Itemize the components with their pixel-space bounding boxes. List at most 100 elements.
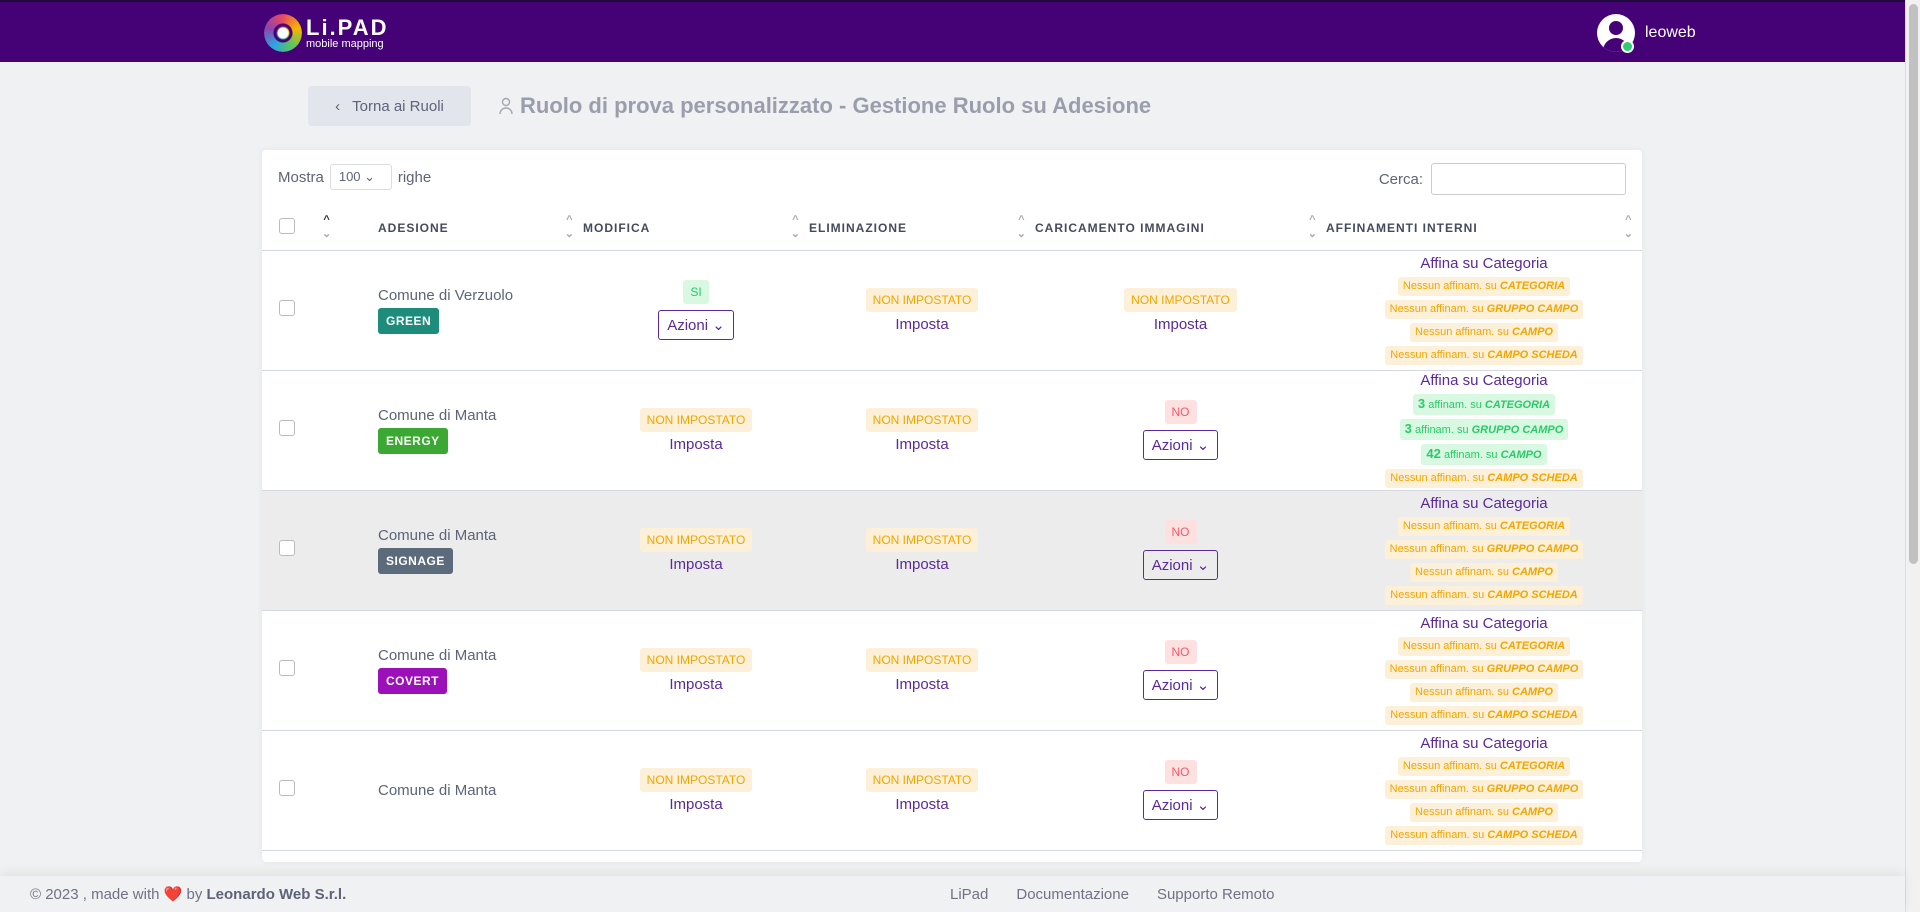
logo-text: Li.PAD <box>306 14 389 40</box>
footer-link-supporto-remoto[interactable]: Supporto Remoto <box>1156 885 1275 903</box>
modifica-content: NON IMPOSTATO Imposta <box>583 767 809 813</box>
page-length-control: Mostra 100 ⌄ righe <box>278 164 431 190</box>
affinamento-count: Nessun <box>1402 640 1441 652</box>
adesione-tag: SIGNAGE <box>378 547 453 574</box>
row-checkbox[interactable] <box>279 300 295 316</box>
row-checkbox[interactable] <box>279 660 295 676</box>
set-link[interactable]: Imposta <box>895 315 949 333</box>
back-to-roles-button[interactable]: ‹ Torna ai Ruoli <box>308 86 471 126</box>
affinamento-text: affinam. su <box>1427 472 1488 484</box>
adesione-cell: Comune di Manta ENERGY <box>378 370 583 491</box>
set-link[interactable]: Imposta <box>669 675 723 693</box>
user-menu[interactable]: leoweb <box>1597 14 1696 52</box>
affinamento-target: GRUPPO CAMPO <box>1486 663 1579 675</box>
footer-link-lipad[interactable]: LiPad <box>950 885 989 903</box>
affinamento-text: affinam. su <box>1440 520 1500 532</box>
affinamento-badge: Nessun affinam. su CAMPO <box>1410 683 1558 702</box>
sort-arrows-icon[interactable]: ^ ⌄ <box>1016 214 1027 240</box>
scrollbar-thumb[interactable] <box>1909 4 1918 564</box>
affina-categoria-link[interactable]: Affina su Categoria <box>1420 255 1548 272</box>
adesione-tag: ENERGY <box>378 427 448 454</box>
affinamento-text: affinam. su <box>1452 686 1513 698</box>
column-header-label: AFFINAMENTI INTERNI <box>1326 220 1478 235</box>
row-select-cell <box>262 370 312 491</box>
affina-categoria-link[interactable]: Affina su Categoria <box>1420 735 1548 752</box>
footer: © 2023 , made with ❤️ by Leonardo Web S.… <box>0 876 1905 912</box>
set-link[interactable]: Imposta <box>895 675 949 693</box>
actions-dropdown[interactable]: Azioni ⌄ <box>1142 550 1219 580</box>
spacer-cell <box>312 610 378 731</box>
select-all-checkbox[interactable] <box>279 218 295 235</box>
affinamento-target: CAMPO SCHEDA <box>1487 829 1578 841</box>
modifica-content: SI Azioni ⌄ <box>583 280 809 340</box>
company-name: Leonardo Web S.r.l. <box>206 886 347 903</box>
adesione-name: Comune di Manta <box>378 406 497 424</box>
affina-categoria-link[interactable]: Affina su Categoria <box>1420 615 1548 632</box>
affinamento-count: Nessun <box>1390 829 1428 841</box>
actions-dropdown[interactable]: Azioni ⌄ <box>1142 790 1219 820</box>
column-header-modifica[interactable]: MODIFICA ^ ⌄ <box>583 206 809 251</box>
eliminazione-content: NON IMPOSTATO Imposta <box>809 647 1035 693</box>
adesione-cell: Comune di Manta SIGNAGE <box>378 490 583 611</box>
affinamento-badge: Nessun affinam. su CATEGORIA <box>1397 277 1571 296</box>
chevron-down-icon: ⌄ <box>1196 557 1210 574</box>
column-header-adesione[interactable]: ADESIONE ^ ⌄ <box>378 206 583 251</box>
sort-toggle-icon[interactable]: ^ ⌄ <box>322 214 333 240</box>
column-header-eliminazione[interactable]: ELIMINAZIONE ^ ⌄ <box>809 206 1035 251</box>
adesione-tag: GREEN <box>378 307 440 334</box>
page-scrollbar[interactable] <box>1905 0 1920 912</box>
affinamento-count: Nessun <box>1390 472 1428 484</box>
column-header-affinamenti-interni[interactable]: AFFINAMENTI INTERNI ^ ⌄ <box>1326 206 1642 251</box>
sort-arrows-icon[interactable]: ^ ⌄ <box>790 214 801 240</box>
column-header-caricamento-immagini[interactable]: CARICAMENTO IMMAGINI ^ ⌄ <box>1035 206 1326 251</box>
spacer-cell <box>312 370 378 491</box>
row-checkbox[interactable] <box>279 780 295 796</box>
affinamento-count: 3 <box>1417 396 1426 411</box>
affinamento-badge: Nessun affinam. su CAMPO <box>1410 563 1558 582</box>
lipad-logo[interactable]: Li.PAD mobile mapping <box>264 14 388 52</box>
page-length-select[interactable]: 100 ⌄ <box>329 164 392 190</box>
eliminazione-content: NON IMPOSTATO Imposta <box>809 287 1035 333</box>
footer-link-documentazione[interactable]: Documentazione <box>1016 885 1129 903</box>
set-link[interactable]: Imposta <box>669 435 723 453</box>
row-checkbox[interactable] <box>279 420 295 436</box>
sort-arrows-icon[interactable]: ^ ⌄ <box>564 214 575 240</box>
actions-dropdown[interactable]: Azioni ⌄ <box>1142 670 1219 700</box>
set-link[interactable]: Imposta <box>895 435 949 453</box>
affina-categoria-link[interactable]: Affina su Categoria <box>1420 372 1548 389</box>
column-header-label: ELIMINAZIONE <box>809 220 907 235</box>
status-badge: NON IMPOSTATO <box>639 407 753 432</box>
eliminazione-content: NON IMPOSTATO Imposta <box>809 527 1035 573</box>
affinamento-count: 42 <box>1426 446 1441 461</box>
affina-categoria-link[interactable]: Affina su Categoria <box>1420 495 1548 512</box>
sort-arrows-icon[interactable]: ^ ⌄ <box>1307 214 1318 240</box>
affinamento-count: Nessun <box>1389 663 1427 675</box>
affinamento-count: 3 <box>1404 421 1412 436</box>
page-length-value: 100 <box>338 169 361 184</box>
affinamento-count: Nessun <box>1390 349 1428 361</box>
page-subtitle: - Gestione Ruolo su Adesione <box>832 93 1152 118</box>
sort-arrows-icon[interactable]: ^ ⌄ <box>1623 214 1634 240</box>
eliminazione-cell: NON IMPOSTATO Imposta <box>809 370 1035 491</box>
modifica-content: NON IMPOSTATO Imposta <box>583 407 809 453</box>
set-link[interactable]: Imposta <box>669 555 723 573</box>
affinamenti-list: Affina su Categoria 3 affinam. su CATEGOR… <box>1326 372 1642 488</box>
actions-dropdown[interactable]: Azioni ⌄ <box>1142 430 1219 460</box>
affinamento-target: GRUPPO CAMPO <box>1486 783 1579 795</box>
affinamento-badge: Nessun affinam. su CAMPO <box>1410 323 1558 342</box>
affinamento-count: Nessun <box>1402 520 1441 532</box>
affinamento-target: CATEGORIA <box>1484 399 1551 411</box>
eliminazione-cell: NON IMPOSTATO Imposta <box>809 730 1035 851</box>
search-input[interactable] <box>1431 163 1626 195</box>
status-badge: NO <box>1164 520 1197 544</box>
set-link[interactable]: Imposta <box>895 555 949 573</box>
row-checkbox[interactable] <box>279 540 295 556</box>
online-status-icon <box>1621 40 1634 53</box>
set-link[interactable]: Imposta <box>669 795 723 813</box>
affinamento-text: affinam. su <box>1452 326 1513 338</box>
set-link[interactable]: Imposta <box>895 795 949 813</box>
affinamento-text: affinam. su <box>1426 783 1487 795</box>
affinamento-target: GRUPPO CAMPO <box>1486 543 1579 555</box>
actions-dropdown[interactable]: Azioni ⌄ <box>658 310 734 340</box>
set-link[interactable]: Imposta <box>1153 315 1208 333</box>
